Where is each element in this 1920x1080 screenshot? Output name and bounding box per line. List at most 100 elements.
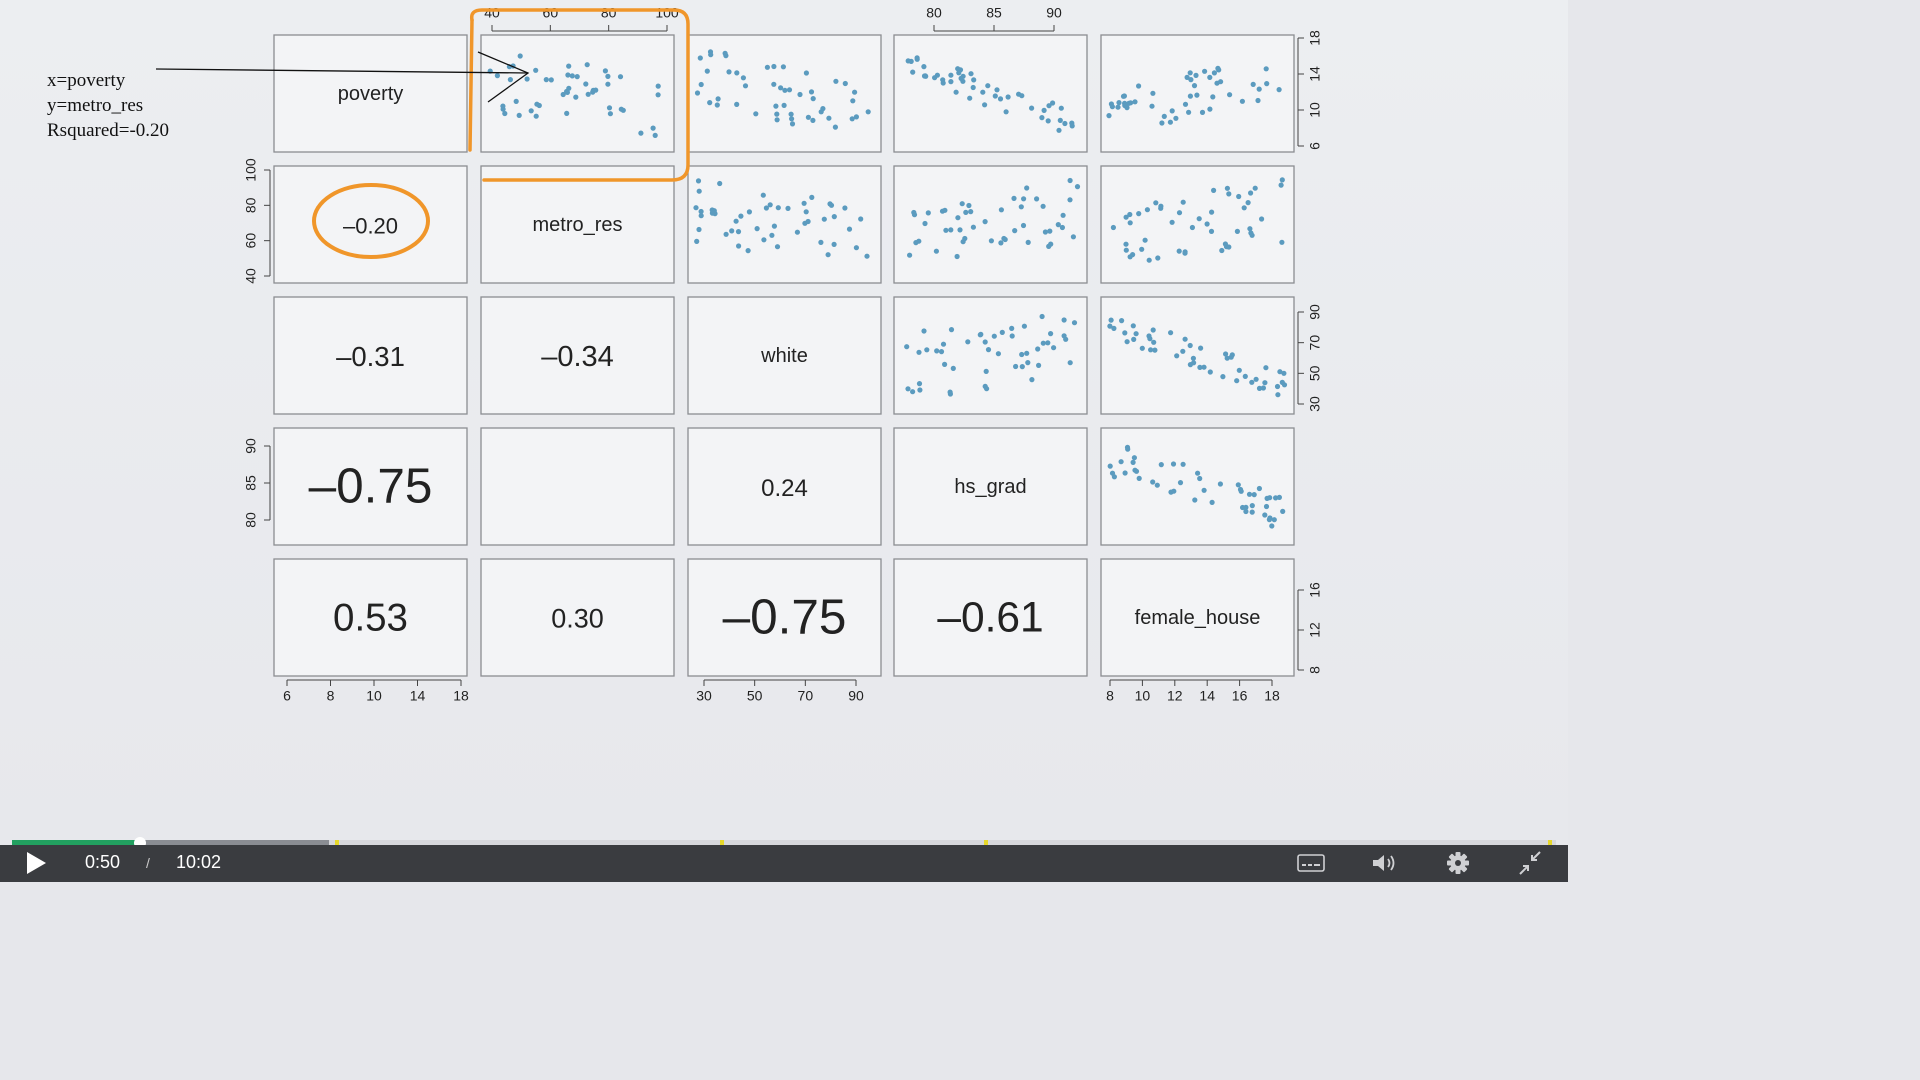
scatter-point	[771, 81, 777, 87]
scatter-point	[905, 58, 911, 64]
scatter-point	[1279, 239, 1285, 245]
scatter-point	[1149, 103, 1155, 109]
scatter-point	[1223, 351, 1229, 357]
correlation-value: –0.20	[343, 213, 398, 238]
scatter-point	[1067, 177, 1073, 184]
scatter-point	[1252, 185, 1258, 191]
scatter-point	[1192, 497, 1198, 503]
scatter-point	[763, 205, 770, 211]
matrix-panel	[893, 427, 1088, 546]
scatter-point	[1150, 90, 1156, 96]
scatter-point	[1168, 330, 1174, 336]
scatter-point	[513, 98, 519, 104]
scatter-point	[917, 387, 923, 393]
axis-tick-label: 90	[848, 688, 864, 704]
scatter-point	[1279, 177, 1285, 183]
scatter-point	[1001, 235, 1007, 242]
scatter-point	[1182, 250, 1188, 256]
scatter-point	[1197, 364, 1203, 370]
matrix-panel	[480, 34, 675, 153]
scatter-point	[805, 114, 812, 120]
axis-tick-label: 14	[1199, 688, 1215, 704]
scatter-point	[1020, 222, 1027, 229]
chapter-marker[interactable]	[984, 840, 988, 846]
matrix-panel	[893, 558, 1088, 677]
settings-button[interactable]	[1443, 850, 1473, 876]
scatter-point	[842, 80, 848, 87]
scatter-point	[1259, 216, 1265, 222]
scatter-point	[1120, 93, 1127, 99]
scatter-point	[1058, 105, 1064, 111]
scatter-point	[1208, 228, 1215, 234]
scatter-point	[1123, 241, 1129, 247]
volume-button[interactable]	[1370, 850, 1400, 876]
scatter-point	[694, 90, 701, 96]
matrix-panel	[687, 165, 882, 284]
scatter-point	[767, 202, 773, 208]
captions-button[interactable]	[1296, 850, 1326, 876]
scatter-point	[1123, 214, 1129, 220]
scatter-point	[948, 72, 954, 78]
scatter-point	[1249, 503, 1255, 509]
scatter-point	[1276, 494, 1282, 500]
time-separator: /	[146, 855, 150, 871]
highlight-circle	[312, 183, 430, 259]
scatter-point	[1142, 237, 1148, 243]
correlation-value: –0.34	[541, 341, 614, 373]
scatter-point	[736, 243, 742, 249]
scatter-point	[1262, 380, 1268, 386]
scatter-point	[1248, 190, 1254, 196]
scatter-point	[1111, 325, 1117, 331]
scatter-point	[694, 238, 700, 244]
play-button[interactable]	[20, 849, 50, 877]
axis-tick-label: 16	[1307, 582, 1323, 598]
chapter-marker[interactable]	[720, 840, 724, 846]
scatter-point	[1107, 323, 1113, 329]
scatter-point	[1201, 364, 1207, 370]
scatter-point	[778, 85, 784, 91]
scatter-point	[1125, 446, 1131, 452]
scatter-point	[1207, 369, 1213, 375]
annotation-arrow-head	[477, 51, 530, 103]
axis-tick-label: 18	[1264, 688, 1280, 704]
scatter-point	[950, 365, 956, 371]
scatter-point	[1061, 317, 1067, 323]
scatter-point	[1147, 336, 1153, 342]
scatter-point	[729, 228, 735, 234]
scatter-point	[1274, 383, 1281, 390]
correlation-value: –0.31	[336, 341, 405, 372]
scatter-point	[965, 339, 971, 345]
scatter-point	[566, 85, 572, 91]
scatter-point	[774, 244, 781, 250]
scatter-point	[995, 351, 1002, 357]
scatter-point	[833, 78, 839, 84]
scatter-point	[1029, 105, 1035, 111]
scatter-point	[1217, 481, 1223, 487]
annotation-line-rsquared: Rsquared=-0.20	[47, 120, 170, 141]
scatter-point	[954, 253, 960, 260]
scatter-point	[998, 207, 1005, 213]
axis-tick-label: 80	[926, 5, 942, 21]
scatter-point	[1189, 224, 1195, 231]
scatter-point	[914, 56, 920, 62]
scatter-point	[1062, 120, 1068, 127]
chapter-marker[interactable]	[1548, 840, 1552, 846]
scatter-point	[1019, 351, 1025, 358]
scatter-point	[1187, 70, 1193, 76]
scatter-point	[738, 213, 744, 219]
axis-tick-label: 8	[1307, 666, 1323, 674]
chapter-marker[interactable]	[335, 840, 339, 846]
scatter-point	[1281, 370, 1287, 376]
matrix-panel	[1100, 165, 1295, 284]
scatter-point	[1204, 221, 1210, 227]
video-frame[interactable]: poverty metro_res white hs_grad female_house…	[0, 0, 1568, 845]
scatter-point	[1148, 347, 1154, 353]
scatter-point	[1215, 65, 1221, 71]
scatter-point	[1247, 226, 1253, 232]
scatter-point	[1025, 360, 1031, 366]
scatter-point	[1108, 101, 1114, 107]
exit-fullscreen-button[interactable]	[1515, 850, 1545, 876]
scatter-point	[1234, 228, 1240, 234]
axis-tick-label: 14	[1307, 66, 1323, 82]
scatter-point	[832, 124, 839, 130]
